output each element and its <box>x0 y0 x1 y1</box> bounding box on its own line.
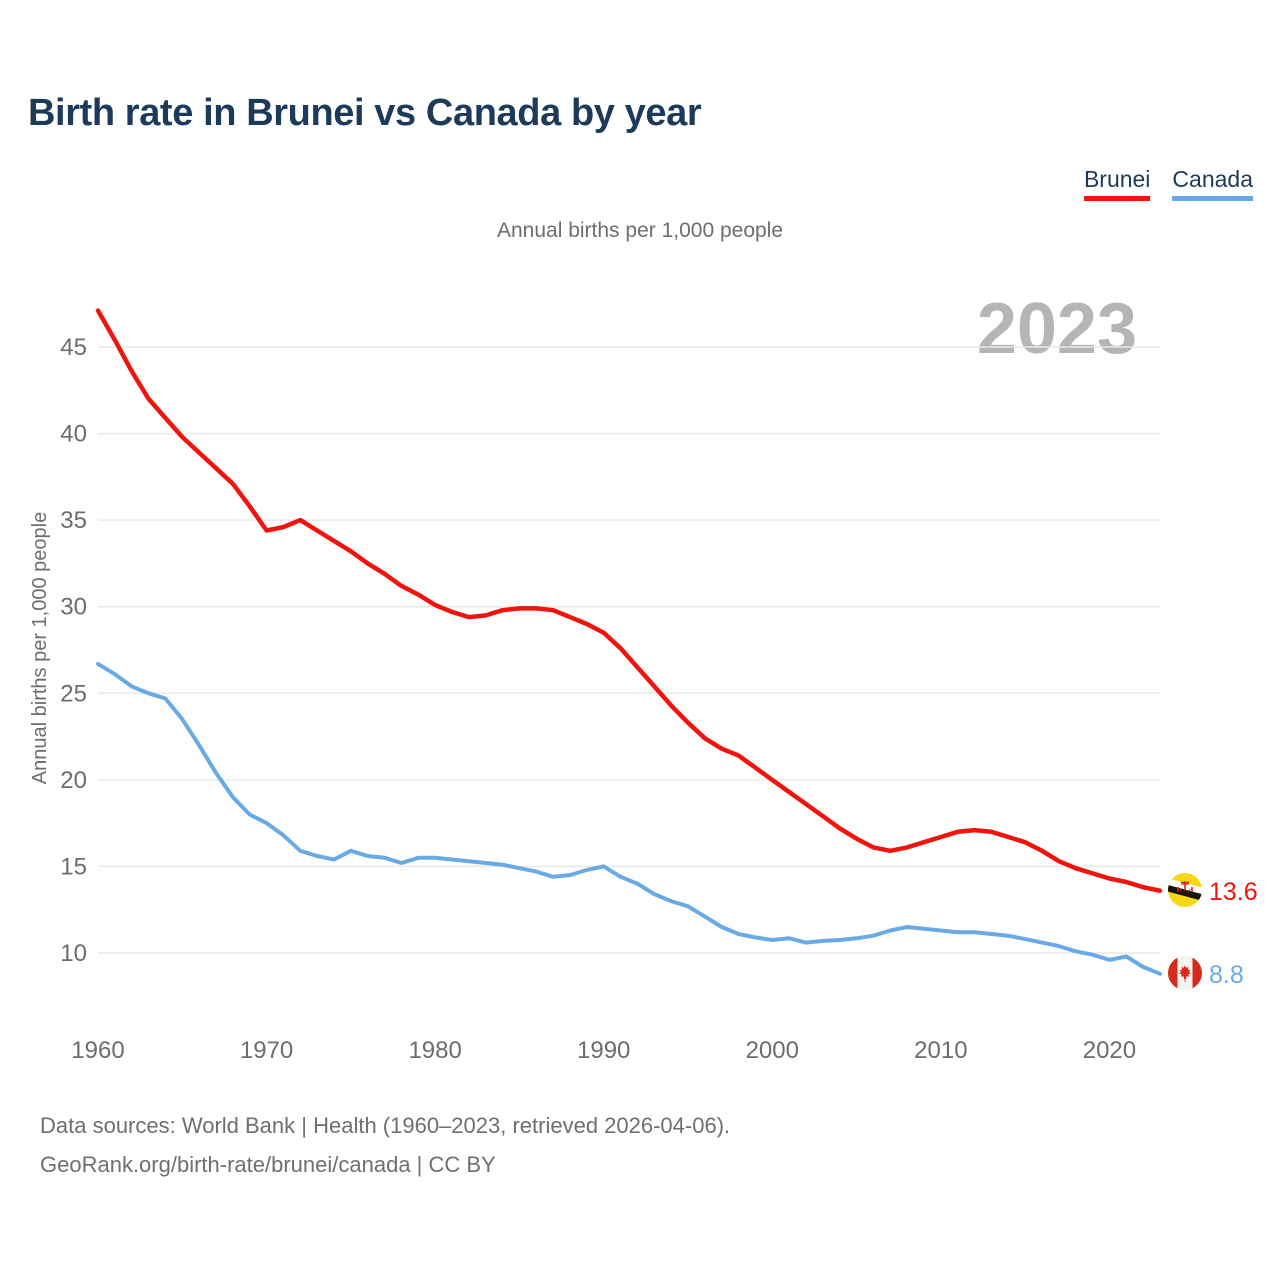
y-tick-45: 45 <box>60 334 87 361</box>
y-tick-10: 10 <box>60 940 87 967</box>
x-tick-2020: 2020 <box>1083 1037 1136 1064</box>
y-axis-title: Annual births per 1,000 people <box>29 512 51 784</box>
footer-sources-line: Data sources: World Bank | Health (1960–… <box>40 1113 731 1138</box>
x-tick-1980: 1980 <box>408 1037 461 1064</box>
x-tick-2000: 2000 <box>746 1037 799 1064</box>
x-tick-1990: 1990 <box>577 1037 630 1064</box>
x-axis-tick-labels: 1960 1970 1980 1990 2000 2010 2020 <box>71 1037 1136 1064</box>
series-line-canada <box>96 661 1162 976</box>
y-tick-25: 25 <box>60 680 87 707</box>
chart-subtitle: Annual births per 1,000 people <box>496 219 784 242</box>
legend-label-canada: Canada <box>1172 166 1253 192</box>
y-tick-20: 20 <box>60 767 87 794</box>
legend-item-brunei[interactable]: Brunei <box>1083 166 1151 201</box>
y-tick-15: 15 <box>60 853 87 880</box>
x-tick-1960: 1960 <box>71 1037 124 1064</box>
series-lines <box>95 308 1163 976</box>
y-tick-30: 30 <box>60 594 87 621</box>
y-axis-tick-labels: 10 15 20 25 30 35 40 45 <box>60 334 87 967</box>
x-tick-1970: 1970 <box>240 1037 293 1064</box>
legend-label-brunei: Brunei <box>1083 166 1151 192</box>
x-tick-2010: 2010 <box>914 1037 967 1064</box>
footer: Data sources: World Bank | Health (1960–… <box>40 1106 730 1184</box>
canada-flag-icon <box>1168 956 1202 990</box>
y-tick-35: 35 <box>60 507 87 534</box>
footer-attribution-line: GeoRank.org/birth-rate/brunei/canada | C… <box>40 1152 496 1177</box>
canada-end-value: 8.8 <box>1209 961 1244 989</box>
series-line-brunei <box>95 308 1163 893</box>
y-tick-40: 40 <box>60 421 87 448</box>
brunei-end-value: 13.6 <box>1209 878 1258 906</box>
legend: Brunei Canada <box>1083 166 1253 201</box>
watermark-year: 2023 <box>976 289 1137 369</box>
brunei-flag-icon <box>1168 873 1202 907</box>
legend-item-canada[interactable]: Canada <box>1172 166 1253 201</box>
gridlines <box>98 346 1160 954</box>
page-title: Birth rate in Brunei vs Canada by year <box>28 92 702 134</box>
